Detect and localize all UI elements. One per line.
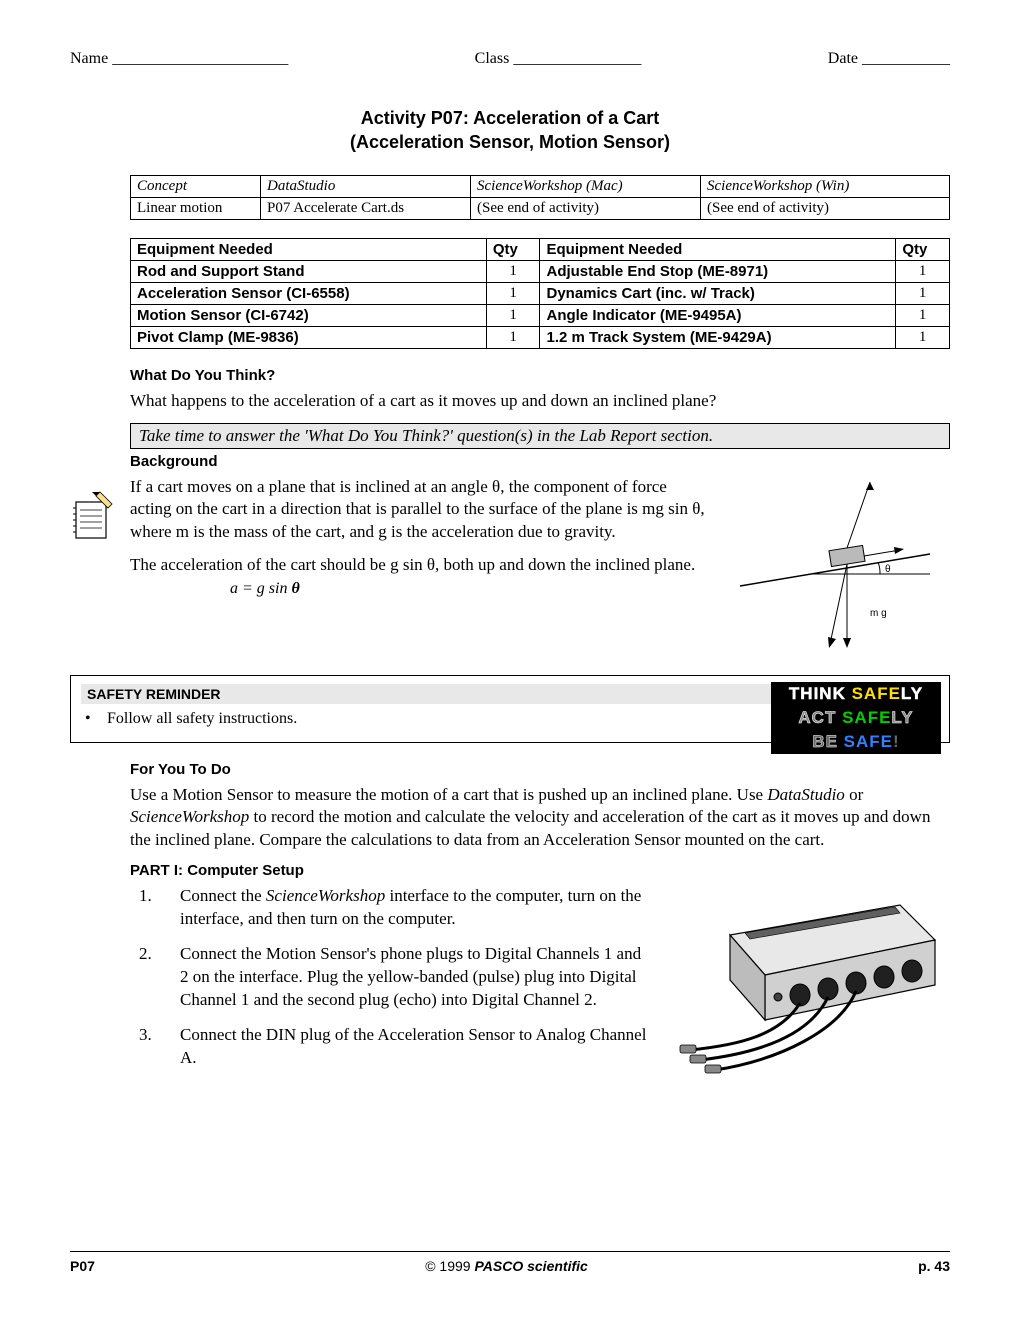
qty-hdr-2: Qty (896, 238, 950, 260)
activity-title: Activity P07: Acceleration of a Cart (Ac… (70, 106, 950, 155)
step-2: Connect the Motion Sensor's phone plugs … (156, 943, 652, 1012)
concept-hdr: Concept (131, 175, 261, 197)
sw-mac-val: (See end of activity) (471, 197, 701, 219)
footer-left: P07 (70, 1258, 95, 1274)
concept-table: Concept DataStudio ScienceWorkshop (Mac)… (130, 175, 950, 220)
sw-win-val: (See end of activity) (701, 197, 950, 219)
acceleration-equation: a = g sin θ (230, 578, 300, 600)
inclined-plane-diagram: θ m g (730, 476, 950, 661)
equip-hdr-1: Equipment Needed (131, 238, 487, 260)
table-row: Acceleration Sensor (CI-6558) 1 Dynamics… (131, 282, 950, 304)
concept-val: Linear motion (131, 197, 261, 219)
title-line2: (Acceleration Sensor, Motion Sensor) (70, 130, 950, 154)
datastudio-hdr: DataStudio (261, 175, 471, 197)
table-row: Rod and Support Stand 1 Adjustable End S… (131, 260, 950, 282)
worksheet-header: Name ______________________ Class ______… (70, 50, 950, 68)
background-header: Background (130, 453, 950, 470)
equip-hdr-2: Equipment Needed (540, 238, 896, 260)
page-footer: P07 © 1999 PASCO scientific p. 43 (70, 1251, 950, 1274)
foryou-header: For You To Do (130, 761, 950, 778)
class-field[interactable]: Class ________________ (475, 50, 642, 68)
svg-text:θ: θ (885, 564, 891, 575)
background-p2: The acceleration of the cart should be g… (130, 554, 712, 600)
notebook-pencil-icon (70, 490, 120, 547)
wdyt-question: What happens to the acceleration of a ca… (130, 390, 950, 413)
svg-text:m g: m g (870, 608, 887, 619)
date-field[interactable]: Date ___________ (828, 50, 950, 68)
background-p1: If a cart moves on a plane that is incli… (130, 476, 712, 545)
equipment-table: Equipment Needed Qty Equipment Needed Qt… (130, 238, 950, 349)
footer-page: p. 43 (918, 1258, 950, 1274)
safety-reminder-box: SAFETY REMINDER Follow all safety instru… (70, 675, 950, 743)
foryou-text: Use a Motion Sensor to measure the motio… (130, 784, 950, 853)
safety-badge-icon: THINK SAFELY ACT SAFELY BE SAFE! (771, 682, 941, 754)
setup-steps: Connect the ScienceWorkshop interface to… (138, 885, 652, 1070)
wdyt-header: What Do You Think? (130, 367, 950, 384)
name-field[interactable]: Name ______________________ (70, 50, 288, 68)
footer-copyright: © 1999 PASCO scientific (425, 1258, 588, 1274)
sw-mac-hdr: ScienceWorkshop (Mac) (471, 175, 701, 197)
table-row: Motion Sensor (CI-6742) 1 Angle Indicato… (131, 304, 950, 326)
sw-win-hdr: ScienceWorkshop (Win) (701, 175, 950, 197)
interface-box-illustration (670, 885, 950, 1080)
table-row: Pivot Clamp (ME-9836) 1 1.2 m Track Syst… (131, 326, 950, 348)
title-line1: Activity P07: Acceleration of a Cart (70, 106, 950, 130)
qty-hdr-1: Qty (486, 238, 540, 260)
datastudio-val: P07 Accelerate Cart.ds (261, 197, 471, 219)
step-3: Connect the DIN plug of the Acceleration… (156, 1024, 652, 1070)
step-1: Connect the ScienceWorkshop interface to… (156, 885, 652, 931)
wdyt-instruction: Take time to answer the 'What Do You Thi… (130, 423, 950, 449)
part1-header: PART I: Computer Setup (130, 862, 950, 879)
